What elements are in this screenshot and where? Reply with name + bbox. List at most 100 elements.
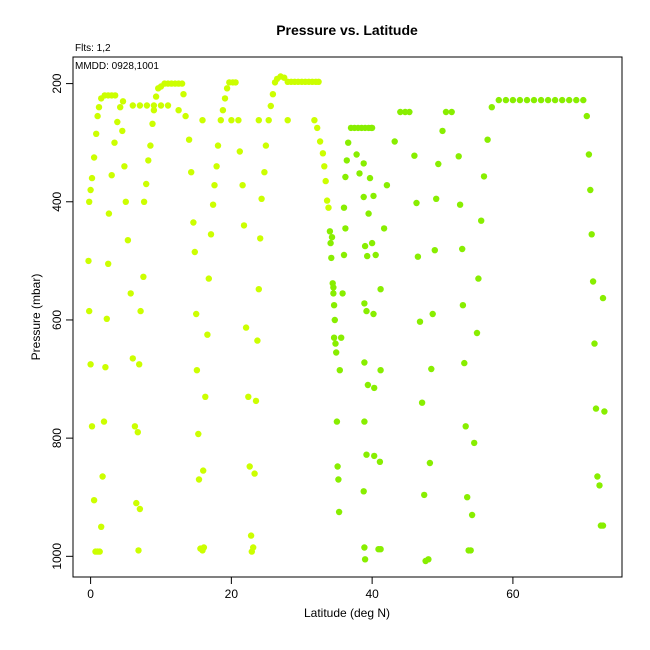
data-point xyxy=(338,334,345,341)
data-point xyxy=(245,393,252,400)
data-point xyxy=(242,324,250,331)
data-point xyxy=(478,217,485,224)
data-point xyxy=(364,381,372,389)
data-point xyxy=(214,142,222,149)
data-point xyxy=(254,337,261,344)
data-point xyxy=(90,497,98,504)
data-point xyxy=(108,172,115,179)
data-point xyxy=(480,173,488,180)
data-point xyxy=(255,286,262,293)
x-axis: 0 20 40 60 xyxy=(87,577,520,601)
data-point xyxy=(429,310,436,318)
data-point xyxy=(523,96,531,104)
data-point xyxy=(223,85,231,92)
data-point xyxy=(261,169,268,176)
y-axis-label: Pressure (mbar) xyxy=(29,274,43,361)
data-point xyxy=(200,467,207,474)
data-point xyxy=(439,127,446,135)
data-point xyxy=(580,96,587,104)
data-point xyxy=(252,397,260,405)
data-point xyxy=(435,160,442,168)
data-point xyxy=(333,349,340,356)
data-point xyxy=(140,273,147,280)
data-point xyxy=(421,491,428,499)
data-point xyxy=(124,237,132,244)
data-point xyxy=(330,284,337,291)
data-point xyxy=(200,544,208,551)
data-point xyxy=(195,476,203,483)
y-tick-label: 800 xyxy=(50,428,64,448)
data-point xyxy=(333,418,341,425)
data-point xyxy=(426,459,434,467)
data-point xyxy=(418,399,426,406)
data-point xyxy=(331,316,338,324)
data-point xyxy=(95,104,103,111)
y-tick-label: 400 xyxy=(50,191,64,211)
data-point xyxy=(591,340,598,347)
data-point xyxy=(411,152,418,159)
data-point xyxy=(588,231,595,238)
data-point xyxy=(592,405,600,412)
y-axis: 200 400 600 800 1000 xyxy=(50,73,73,570)
flights-annotation: Flts: 1,2 xyxy=(75,43,111,54)
data-point xyxy=(188,169,195,176)
data-point xyxy=(86,198,93,205)
data-point xyxy=(537,96,545,104)
x-axis-label: Latitude (deg N) xyxy=(304,606,390,620)
data-point xyxy=(236,148,243,155)
data-point xyxy=(475,275,482,282)
data-point xyxy=(195,430,202,438)
data-point xyxy=(356,170,363,177)
data-point xyxy=(594,473,601,480)
data-point xyxy=(267,102,274,110)
data-point xyxy=(413,199,420,207)
data-point xyxy=(202,393,209,400)
data-point xyxy=(442,108,450,116)
data-point xyxy=(143,180,150,188)
data-point xyxy=(431,247,438,254)
data-point xyxy=(199,117,206,124)
data-point xyxy=(360,160,367,167)
data-point xyxy=(247,532,255,539)
data-point xyxy=(589,278,597,285)
data-point xyxy=(471,439,478,447)
data-point xyxy=(96,548,103,555)
data-point xyxy=(211,182,218,189)
data-point xyxy=(311,117,318,124)
y-tick-label: 600 xyxy=(50,310,64,330)
data-point xyxy=(433,195,440,202)
data-point xyxy=(406,108,413,116)
data-point xyxy=(262,142,270,149)
data-point xyxy=(599,522,607,529)
x-tick-label: 60 xyxy=(506,587,520,601)
data-point xyxy=(98,523,105,530)
data-point xyxy=(258,195,265,202)
data-point xyxy=(377,546,384,553)
data-point xyxy=(137,307,144,315)
data-point xyxy=(323,197,331,204)
data-point xyxy=(599,294,607,302)
data-point xyxy=(94,112,101,120)
data-point xyxy=(360,193,367,201)
data-point xyxy=(473,329,481,337)
data-point xyxy=(85,257,92,265)
data-point xyxy=(377,286,384,293)
data-point xyxy=(459,245,466,253)
data-point xyxy=(340,204,348,211)
data-point xyxy=(221,95,229,102)
data-point xyxy=(191,248,198,256)
y-tick-label: 1000 xyxy=(50,543,64,570)
data-point xyxy=(122,198,129,205)
data-point xyxy=(416,318,424,325)
data-point xyxy=(335,508,343,516)
data-point xyxy=(583,112,590,120)
data-point xyxy=(459,302,467,309)
data-point xyxy=(135,547,142,554)
data-point xyxy=(372,251,379,259)
data-point xyxy=(164,102,172,109)
data-point xyxy=(152,93,160,100)
data-point xyxy=(99,473,106,480)
data-point xyxy=(327,239,334,247)
data-point xyxy=(117,104,124,111)
data-point xyxy=(105,210,113,217)
